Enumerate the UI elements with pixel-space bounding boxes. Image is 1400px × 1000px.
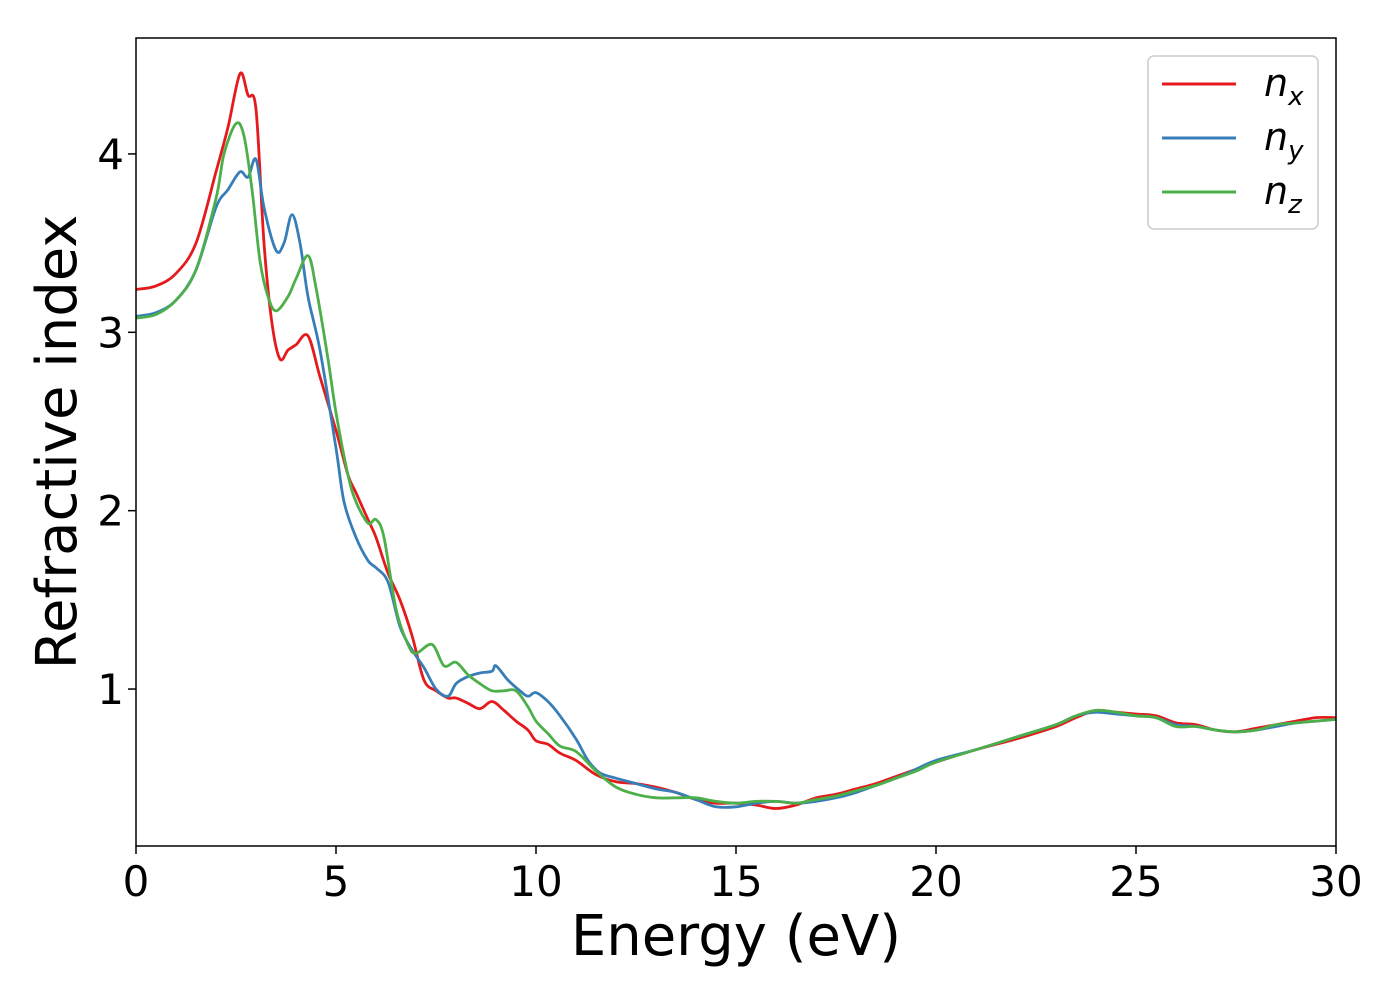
- series-layer: [135, 71, 1337, 810]
- series-line-y: [135, 157, 1337, 809]
- x-tick-label: 0: [123, 857, 150, 906]
- x-tick-label: 25: [1109, 857, 1162, 906]
- legend-label-x: nx: [1264, 61, 1304, 112]
- x-tick-label: 5: [323, 857, 350, 906]
- y-axis-label: Refractive index: [25, 215, 90, 670]
- y-tick-label: 2: [97, 487, 124, 536]
- x-axis-label: Energy (eV): [571, 904, 901, 969]
- y-tick-label: 4: [97, 130, 124, 179]
- x-axis: 0 5 10 15 20 25 30: [123, 846, 1363, 906]
- x-tick-label: 30: [1309, 857, 1362, 906]
- x-tick-label: 20: [909, 857, 962, 906]
- legend-label-z: nz: [1264, 169, 1303, 220]
- y-tick-label: 3: [97, 308, 124, 357]
- y-tick-label: 1: [97, 665, 124, 714]
- y-axis: 1 2 3 4: [97, 130, 136, 714]
- series-line-z: [135, 121, 1337, 805]
- x-tick-label: 10: [509, 857, 562, 906]
- legend-box: [1147, 55, 1319, 230]
- legend-label-y: ny: [1264, 115, 1304, 166]
- x-tick-label: 15: [709, 857, 762, 906]
